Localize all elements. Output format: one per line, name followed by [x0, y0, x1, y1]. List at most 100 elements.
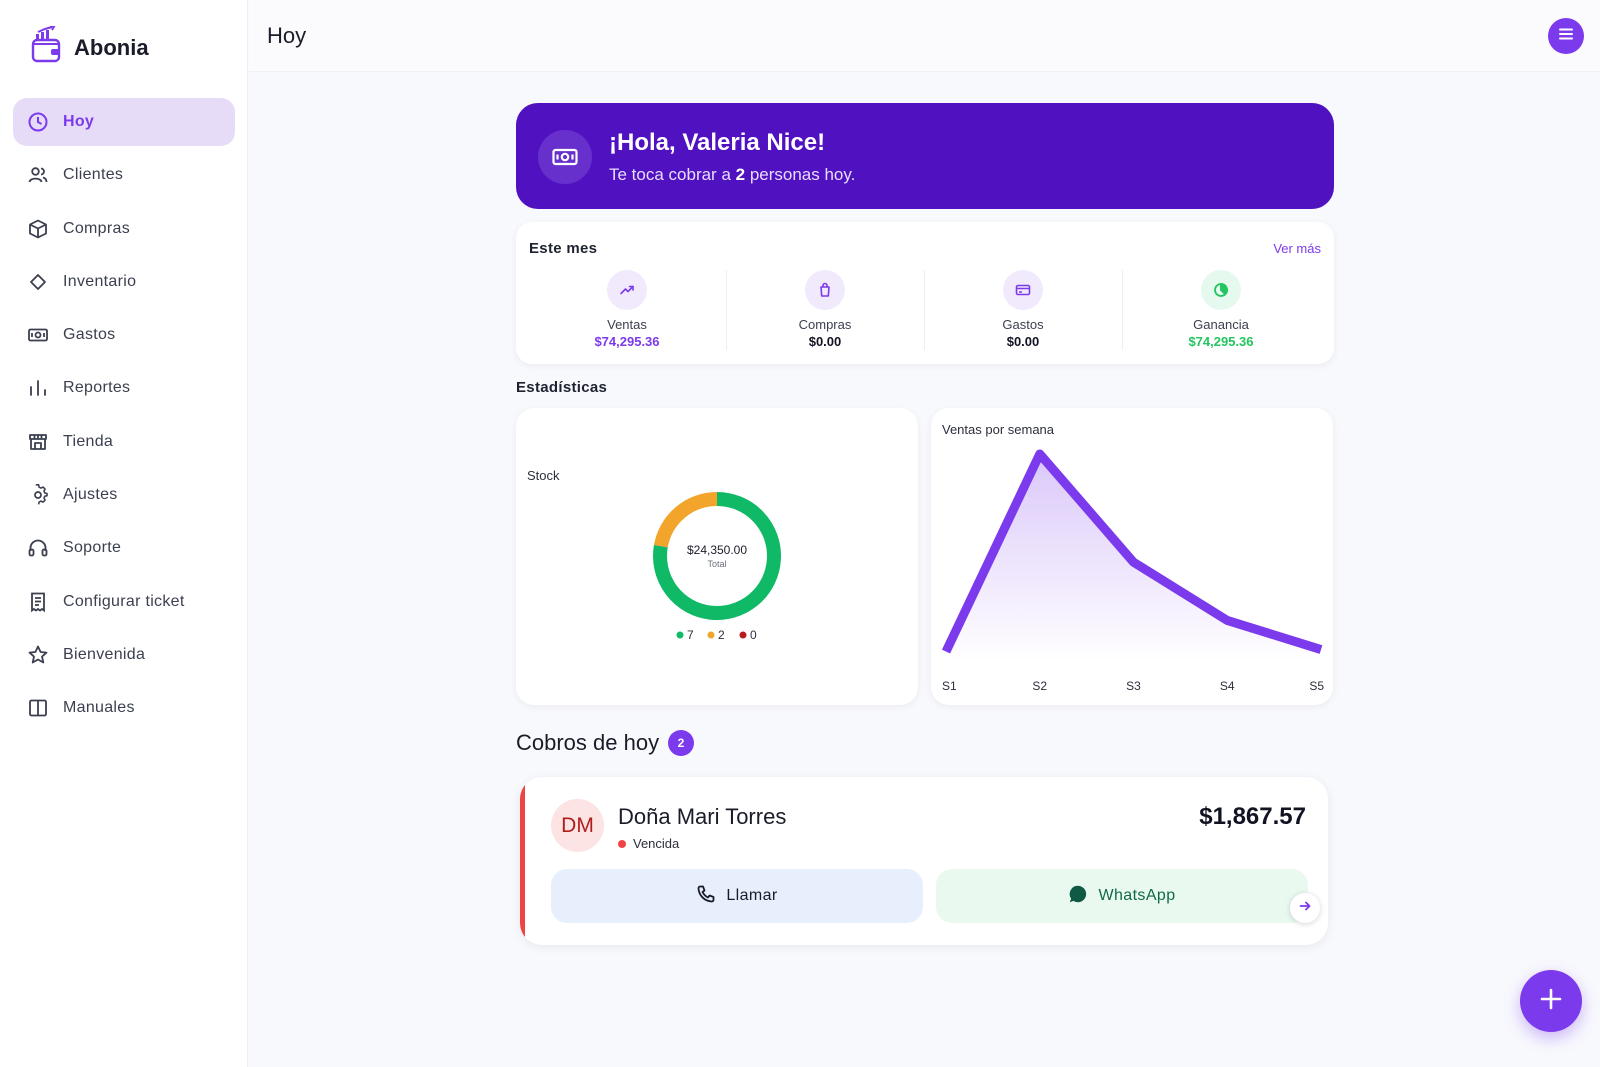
call-button-label: Llamar: [726, 887, 778, 904]
area-fill: [946, 454, 1321, 662]
weekly-sales-title: Ventas por semana: [942, 422, 1055, 437]
page-title: Hoy: [267, 23, 307, 48]
greeting-count: 2: [735, 165, 746, 184]
menu-button[interactable]: [1548, 18, 1584, 54]
brand-name: Abonia: [74, 34, 149, 60]
wallet-chart-logo: [30, 25, 62, 69]
whatsapp-button-label: WhatsApp: [1098, 887, 1176, 904]
stat-divider: [726, 270, 727, 350]
sidebar-item-tienda[interactable]: Tienda: [13, 418, 235, 466]
sidebar-item-ajustes[interactable]: Ajustes: [13, 471, 235, 519]
x-tick-label: S1: [942, 679, 957, 693]
stat-divider: [1122, 270, 1123, 350]
sidebar-item-label: Compras: [63, 219, 131, 237]
stat-value: $0.00: [1006, 334, 1040, 349]
weekly-sales-chart-card: Ventas por semana S1 S2 S3 S4 S5: [931, 408, 1333, 705]
receipt-icon: [27, 591, 49, 613]
legend-label: 2: [718, 628, 725, 642]
stat-value: $0.00: [808, 334, 842, 349]
stat-label: Compras: [798, 317, 852, 332]
add-fab-button[interactable]: [1520, 970, 1582, 1032]
x-tick-label: S2: [1032, 679, 1047, 693]
greeting-sub-after: personas hoy.: [745, 165, 856, 184]
month-title: Este mes: [529, 240, 598, 257]
legend-dot: [739, 631, 747, 639]
sidebar: Abonia Hoy Clientes Compras Inventario: [0, 0, 248, 1067]
sidebar-item-label: Tienda: [63, 432, 114, 450]
whatsapp-button[interactable]: WhatsApp: [936, 869, 1308, 923]
stat-gastos[interactable]: Gastos $0.00: [924, 270, 1122, 350]
sidebar-item-bienvenida[interactable]: Bienvenida: [13, 631, 235, 679]
see-more-link[interactable]: Ver más: [1273, 241, 1321, 256]
month-summary-card: Este mes Ver más Ventas $74,295.36 Compr…: [516, 222, 1334, 364]
banknote-icon: [538, 130, 592, 184]
open-detail-button[interactable]: [1290, 893, 1320, 923]
sidebar-item-label: Bienvenida: [63, 645, 146, 663]
sidebar-item-soporte[interactable]: Soporte: [13, 524, 235, 572]
stat-label: Ganancia: [1193, 317, 1249, 332]
sidebar-item-manuales[interactable]: Manuales: [13, 684, 235, 732]
sidebar-item-hoy[interactable]: Hoy: [13, 98, 235, 146]
stat-label: Gastos: [1002, 317, 1044, 332]
status-text: Vencida: [633, 836, 680, 851]
sidebar-item-label: Reportes: [63, 379, 131, 397]
stat-divider: [924, 270, 925, 350]
stat-compras[interactable]: Compras $0.00: [726, 270, 924, 350]
x-tick-label: S3: [1126, 679, 1141, 693]
sidebar-item-clientes[interactable]: Clientes: [13, 151, 235, 199]
sales-line: [941, 449, 1323, 654]
overdue-accent-bar: [520, 777, 525, 945]
sidebar-item-label: Gastos: [63, 326, 116, 344]
sidebar-item-configurar-ticket[interactable]: Configurar ticket: [13, 578, 235, 626]
diamond-icon: [27, 271, 49, 293]
shopping-bag-icon: [805, 270, 845, 310]
stock-chart-card: Stock $24,350.00 Total 7 2 0: [516, 408, 918, 705]
sidebar-item-label: Inventario: [63, 272, 137, 290]
x-tick-label: S4: [1220, 679, 1235, 693]
avatar: DM: [551, 799, 604, 852]
legend-dot: [707, 631, 715, 639]
stat-label: Ventas: [607, 317, 647, 332]
greeting-title: ¡Hola, Valeria Nice!: [609, 129, 826, 156]
greeting-banner: ¡Hola, Valeria Nice! Te toca cobrar a 2 …: [516, 103, 1334, 209]
cobro-amount: $1,867.57: [1199, 803, 1306, 830]
stat-ventas[interactable]: Ventas $74,295.36: [528, 270, 726, 350]
brand[interactable]: Abonia: [30, 25, 149, 69]
sidebar-item-reportes[interactable]: Reportes: [13, 364, 235, 412]
gear-icon: [27, 484, 49, 506]
cobro-card[interactable]: DM Doña Mari Torres Vencida $1,867.57 Ll…: [520, 777, 1328, 945]
box-icon: [27, 218, 49, 240]
call-button[interactable]: Llamar: [551, 869, 923, 923]
whatsapp-icon: [1068, 884, 1088, 909]
users-icon: [27, 164, 49, 186]
clock-icon: [27, 111, 49, 133]
weekly-sales-area-chart: S1 S2 S3 S4 S5: [941, 449, 1324, 693]
sidebar-item-label: Clientes: [63, 166, 124, 184]
arrow-right-icon: [1298, 899, 1312, 918]
star-icon: [27, 644, 49, 666]
donut-center-label: Total: [707, 559, 726, 569]
sidebar-item-gastos[interactable]: Gastos: [13, 311, 235, 359]
store-icon: [27, 431, 49, 453]
sidebar-item-inventario[interactable]: Inventario: [13, 258, 235, 306]
stat-value: $74,295.36: [594, 334, 660, 349]
stat-ganancia[interactable]: Ganancia $74,295.36: [1122, 270, 1320, 350]
cobros-title: Cobros de hoy: [516, 730, 660, 755]
book-icon: [27, 697, 49, 719]
stock-chart-title: Stock: [527, 468, 560, 483]
legend-dot: [676, 631, 684, 639]
legend-label: 7: [687, 628, 694, 642]
plus-icon: [1538, 986, 1564, 1017]
donut-center-value: $24,350.00: [687, 543, 747, 557]
top-header: Hoy: [249, 0, 1600, 72]
stat-value: $74,295.36: [1188, 334, 1254, 349]
menu-icon: [1557, 25, 1575, 48]
donut-slice: [653, 492, 718, 548]
sidebar-item-label: Ajustes: [63, 486, 118, 504]
sidebar-item-label: Hoy: [63, 113, 95, 130]
phone-icon: [696, 884, 716, 909]
sidebar-item-compras[interactable]: Compras: [13, 205, 235, 253]
card-icon: [1003, 270, 1043, 310]
sidebar-item-label: Configurar ticket: [63, 592, 185, 610]
stock-donut-chart: $24,350.00 Total 7 2 0: [653, 492, 781, 642]
